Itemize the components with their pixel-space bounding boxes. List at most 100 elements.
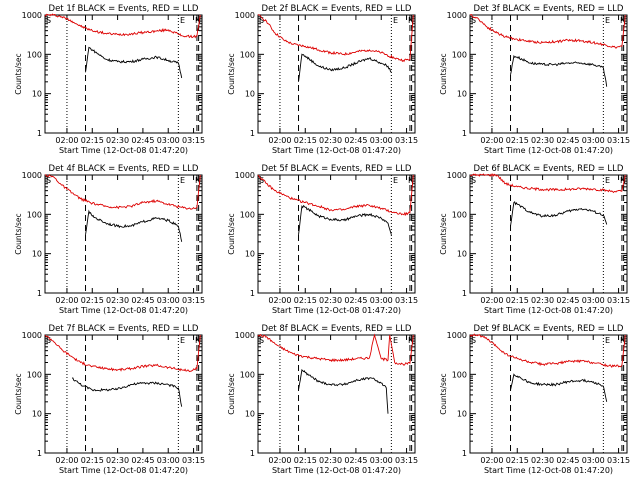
x-axis-label: Start Time (12-Oct-08 01:47:20) — [484, 146, 613, 155]
y-axis-label: Counts/sec — [439, 53, 448, 94]
x-axis-label: Start Time (12-Oct-08 01:47:20) — [59, 146, 188, 155]
x-tick-label: 02:30 — [106, 296, 129, 305]
plot-frame — [44, 174, 203, 294]
y-tick-label: 100 — [452, 370, 467, 379]
y-tick-label: 1000 — [235, 331, 255, 340]
plot-frame — [44, 14, 203, 134]
plot-frame — [469, 334, 628, 454]
x-tick-label: 03:15 — [182, 456, 205, 465]
chart-panel-2: Det 2f BLACK = Events, RED = LLD 1 10 100 10… — [227, 4, 418, 155]
x-tick-label: 02:30 — [531, 136, 554, 145]
y-tick-label: 1000 — [235, 171, 255, 180]
x-tick-label: 02:00 — [55, 136, 78, 145]
marker-e: E — [605, 336, 610, 345]
x-tick-label: 03:00 — [582, 136, 605, 145]
x-tick-label: 03:00 — [370, 136, 393, 145]
y-tick-label: 100 — [240, 370, 255, 379]
marker-n: N — [620, 16, 626, 25]
y-tick-label: 1 — [250, 129, 255, 138]
y-tick-label: 100 — [240, 210, 255, 219]
lld-series-line — [44, 334, 201, 373]
plot-frame — [469, 174, 628, 294]
x-tick-label: 02:15 — [506, 136, 529, 145]
chart-panel-8: Det 8f BLACK = Events, RED = LLD 1 10 100 10… — [227, 324, 418, 475]
x-axis-label: Start Time (12-Oct-08 01:47:20) — [272, 306, 401, 315]
x-tick-label: 02:30 — [531, 456, 554, 465]
x-tick-label: 02:45 — [131, 136, 154, 145]
marker-s: S — [259, 176, 264, 185]
y-tick-label: 100 — [27, 50, 42, 59]
y-axis-label: Counts/sec — [227, 53, 236, 94]
x-tick-label: 02:45 — [344, 456, 367, 465]
x-tick-label: 02:15 — [294, 136, 317, 145]
y-tick-label: 100 — [27, 210, 42, 219]
y-axis-label: Counts/sec — [14, 53, 23, 94]
chart-title: Det 9f BLACK = Events, RED = LLD — [474, 324, 624, 334]
x-tick-label: 03:00 — [157, 456, 180, 465]
chart-panel-4: Det 4f BLACK = Events, RED = LLD 1 10 100 10… — [14, 164, 205, 315]
y-tick-label: 1 — [250, 289, 255, 298]
y-tick-label: 1 — [250, 449, 255, 458]
y-tick-label: 100 — [452, 50, 467, 59]
chart-title: Det 2f BLACK = Events, RED = LLD — [262, 4, 412, 14]
y-axis-label: Counts/sec — [227, 373, 236, 414]
chart-title: Det 8f BLACK = Events, RED = LLD — [262, 324, 412, 334]
chart-title: Det 7f BLACK = Events, RED = LLD — [49, 324, 199, 334]
chart-panel-6: Det 6f BLACK = Events, RED = LLD 1 10 100 10… — [439, 164, 630, 315]
lld-series-line — [257, 174, 414, 217]
x-tick-label: 02:45 — [344, 296, 367, 305]
chart-title: Det 3f BLACK = Events, RED = LLD — [474, 4, 624, 14]
plot-frame — [257, 14, 416, 134]
events-series-line — [298, 53, 392, 82]
x-tick-label: 02:00 — [268, 456, 291, 465]
x-tick-label: 02:30 — [531, 296, 554, 305]
y-tick-label: 10 — [457, 250, 467, 259]
y-axis-label: Counts/sec — [439, 213, 448, 254]
marker-e: E — [180, 336, 185, 345]
x-axis-label: Start Time (12-Oct-08 01:47:20) — [272, 146, 401, 155]
lld-series-line — [257, 14, 414, 63]
x-tick-label: 02:30 — [106, 136, 129, 145]
marker-e: E — [180, 176, 185, 185]
y-axis-label: Counts/sec — [227, 213, 236, 254]
y-tick-label: 1 — [37, 129, 42, 138]
marker-n: N — [195, 176, 201, 185]
x-tick-label: 02:00 — [480, 136, 503, 145]
lld-series-line — [469, 14, 626, 49]
y-tick-label: 1 — [37, 289, 42, 298]
y-tick-label: 100 — [240, 50, 255, 59]
x-tick-label: 02:45 — [131, 456, 154, 465]
marker-n: N — [408, 176, 414, 185]
x-tick-label: 03:15 — [607, 136, 630, 145]
x-tick-label: 03:15 — [395, 296, 418, 305]
y-tick-label: 10 — [457, 410, 467, 419]
x-tick-label: 02:00 — [480, 456, 503, 465]
y-tick-label: 1000 — [22, 171, 42, 180]
plot-frame — [257, 334, 416, 454]
events-series-line — [298, 204, 392, 236]
chart-title: Det 5f BLACK = Events, RED = LLD — [262, 164, 412, 174]
y-tick-label: 10 — [245, 250, 255, 259]
marker-n: N — [408, 16, 414, 25]
x-tick-label: 03:00 — [370, 456, 393, 465]
marker-s: S — [46, 176, 51, 185]
x-tick-label: 02:45 — [344, 136, 367, 145]
x-tick-label: 02:00 — [480, 296, 503, 305]
x-axis-label: Start Time (12-Oct-08 01:47:20) — [59, 306, 188, 315]
events-series-line — [510, 201, 608, 227]
marker-s: S — [46, 336, 51, 345]
x-tick-label: 02:00 — [55, 296, 78, 305]
marker-s: S — [259, 336, 264, 345]
lld-series-line — [469, 333, 626, 368]
y-tick-label: 10 — [32, 250, 42, 259]
marker-s: S — [471, 176, 476, 185]
marker-e: E — [605, 176, 610, 185]
x-tick-label: 02:30 — [319, 296, 342, 305]
y-tick-label: 10 — [32, 410, 42, 419]
x-tick-label: 02:30 — [106, 456, 129, 465]
x-tick-label: 03:00 — [157, 136, 180, 145]
x-tick-label: 02:15 — [506, 296, 529, 305]
y-tick-label: 1000 — [22, 331, 42, 340]
y-tick-label: 1000 — [22, 11, 42, 20]
